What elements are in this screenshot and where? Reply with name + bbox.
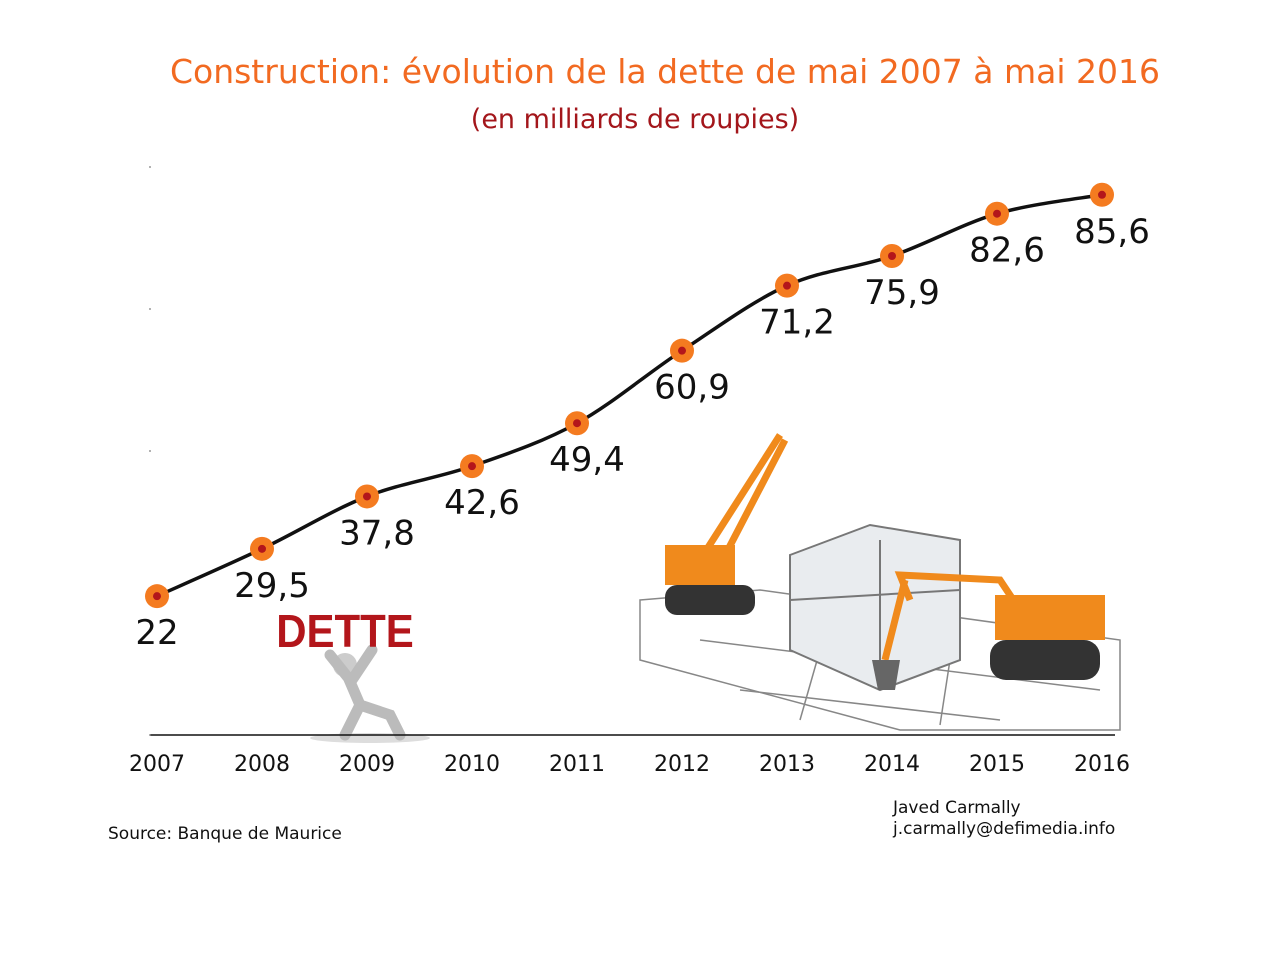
data-label: 37,8 <box>339 513 415 553</box>
data-point-center <box>783 281 791 290</box>
data-label: 82,6 <box>969 231 1045 271</box>
author-email: j.carmally@defimedia.info <box>893 819 1116 839</box>
dette-sign: DETTE <box>276 606 414 657</box>
data-point-center <box>573 419 581 428</box>
data-label: 60,9 <box>654 368 730 408</box>
data-label: 75,9 <box>864 273 940 313</box>
y-tick <box>149 308 151 310</box>
y-tick <box>149 734 151 736</box>
data-label: 42,6 <box>444 483 520 523</box>
y-tick <box>149 166 151 168</box>
author-credit: Javed Carmally j.carmally@defimedia.info <box>893 798 1115 840</box>
chart-subtitle: (en milliards de roupies) <box>470 104 800 135</box>
author-name: Javed Carmally <box>893 798 1021 818</box>
data-point-center <box>153 592 161 601</box>
data-label: 85,6 <box>1074 212 1150 252</box>
x-tick-label: 2009 <box>339 752 395 777</box>
x-tick-label: 2010 <box>444 752 500 777</box>
x-tick-label: 2015 <box>969 752 1025 777</box>
x-tick-label: 2014 <box>864 752 920 777</box>
source-note: Source: Banque de Maurice <box>108 824 342 844</box>
data-point-center <box>363 492 371 501</box>
data-point-center <box>258 544 266 553</box>
data-label: 22 <box>135 613 178 653</box>
data-point-center <box>468 462 476 471</box>
data-label: 29,5 <box>234 566 310 606</box>
y-tick <box>149 450 151 452</box>
x-tick-label: 2008 <box>234 752 290 777</box>
series-line <box>156 193 1103 598</box>
x-tick-label: 2007 <box>129 752 185 777</box>
data-point-center <box>888 251 896 260</box>
debt-figure-illustration: DETTE <box>276 606 430 743</box>
data-point-center <box>678 346 686 355</box>
data-point-center <box>993 209 1001 218</box>
x-tick-label: 2013 <box>759 752 815 777</box>
chart-title: Construction: évolution de la dette de m… <box>169 52 1161 91</box>
x-tick-label: 2011 <box>549 752 605 777</box>
construction-illustration <box>639 433 1121 731</box>
data-label: 71,2 <box>759 303 835 343</box>
data-label: 49,4 <box>549 440 625 480</box>
data-point-center <box>1098 190 1106 199</box>
x-tick-label: 2016 <box>1074 752 1130 777</box>
x-tick-label: 2012 <box>654 752 710 777</box>
